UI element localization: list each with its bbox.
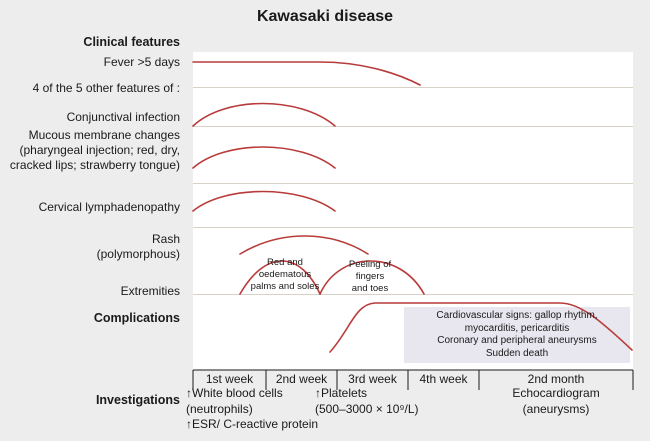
extremities-label: Extremities	[120, 284, 180, 298]
row-divider	[193, 183, 633, 184]
week-3-label: 3rd week	[348, 372, 397, 386]
cervical-label: Cervical lymphadenopathy	[38, 200, 180, 214]
row-divider	[193, 227, 633, 228]
peeling-label: Peeling of fingers and toes	[348, 259, 392, 294]
fever-label: Fever >5 days	[103, 55, 180, 69]
rash-curve	[239, 235, 369, 255]
complications-header: Complications	[93, 311, 180, 325]
clinical-features-header: Clinical features	[83, 35, 180, 49]
cervical-curve	[192, 190, 336, 212]
row-divider	[193, 87, 633, 88]
week-2-label: 2nd week	[275, 372, 328, 386]
red-palms-curve	[239, 260, 321, 295]
row-divider	[193, 126, 633, 127]
mucous-label: Mucous membrane changes (pharyngeal inje…	[9, 128, 180, 172]
mucous-curve	[192, 146, 336, 169]
row-divider	[193, 294, 633, 295]
red-palms-label: Red and oedematous palms and soles	[250, 257, 320, 292]
week-4-label: 4th week	[419, 372, 468, 386]
week-1-label: 1st week	[205, 372, 254, 386]
peeling-curve	[319, 260, 425, 295]
platelets-investigation: ↑Platelets (500–3000 × 10⁹/L)	[315, 386, 419, 416]
investigations-header: Investigations	[95, 393, 180, 407]
echo-investigation: Echocardiogram (aneurysms)	[512, 386, 600, 416]
rash-label: Rash (polymorphous)	[96, 232, 180, 261]
fever-curve	[192, 61, 421, 86]
conjunctival-curve	[192, 102, 336, 127]
cardio-curve	[329, 302, 633, 353]
month-2-label: 2nd month	[527, 372, 585, 386]
diagram-title: Kawasaki disease	[256, 8, 394, 25]
cardiovascular-text: Cardiovascular signs: gallop rhythm, myo…	[436, 310, 598, 359]
wbc-investigation: ↑White blood cells (neutrophils) ↑ESR/ C…	[186, 386, 319, 431]
four-of-five-label: 4 of the 5 other features of :	[32, 81, 180, 95]
conjunctival-label: Conjunctival infection	[66, 110, 180, 124]
